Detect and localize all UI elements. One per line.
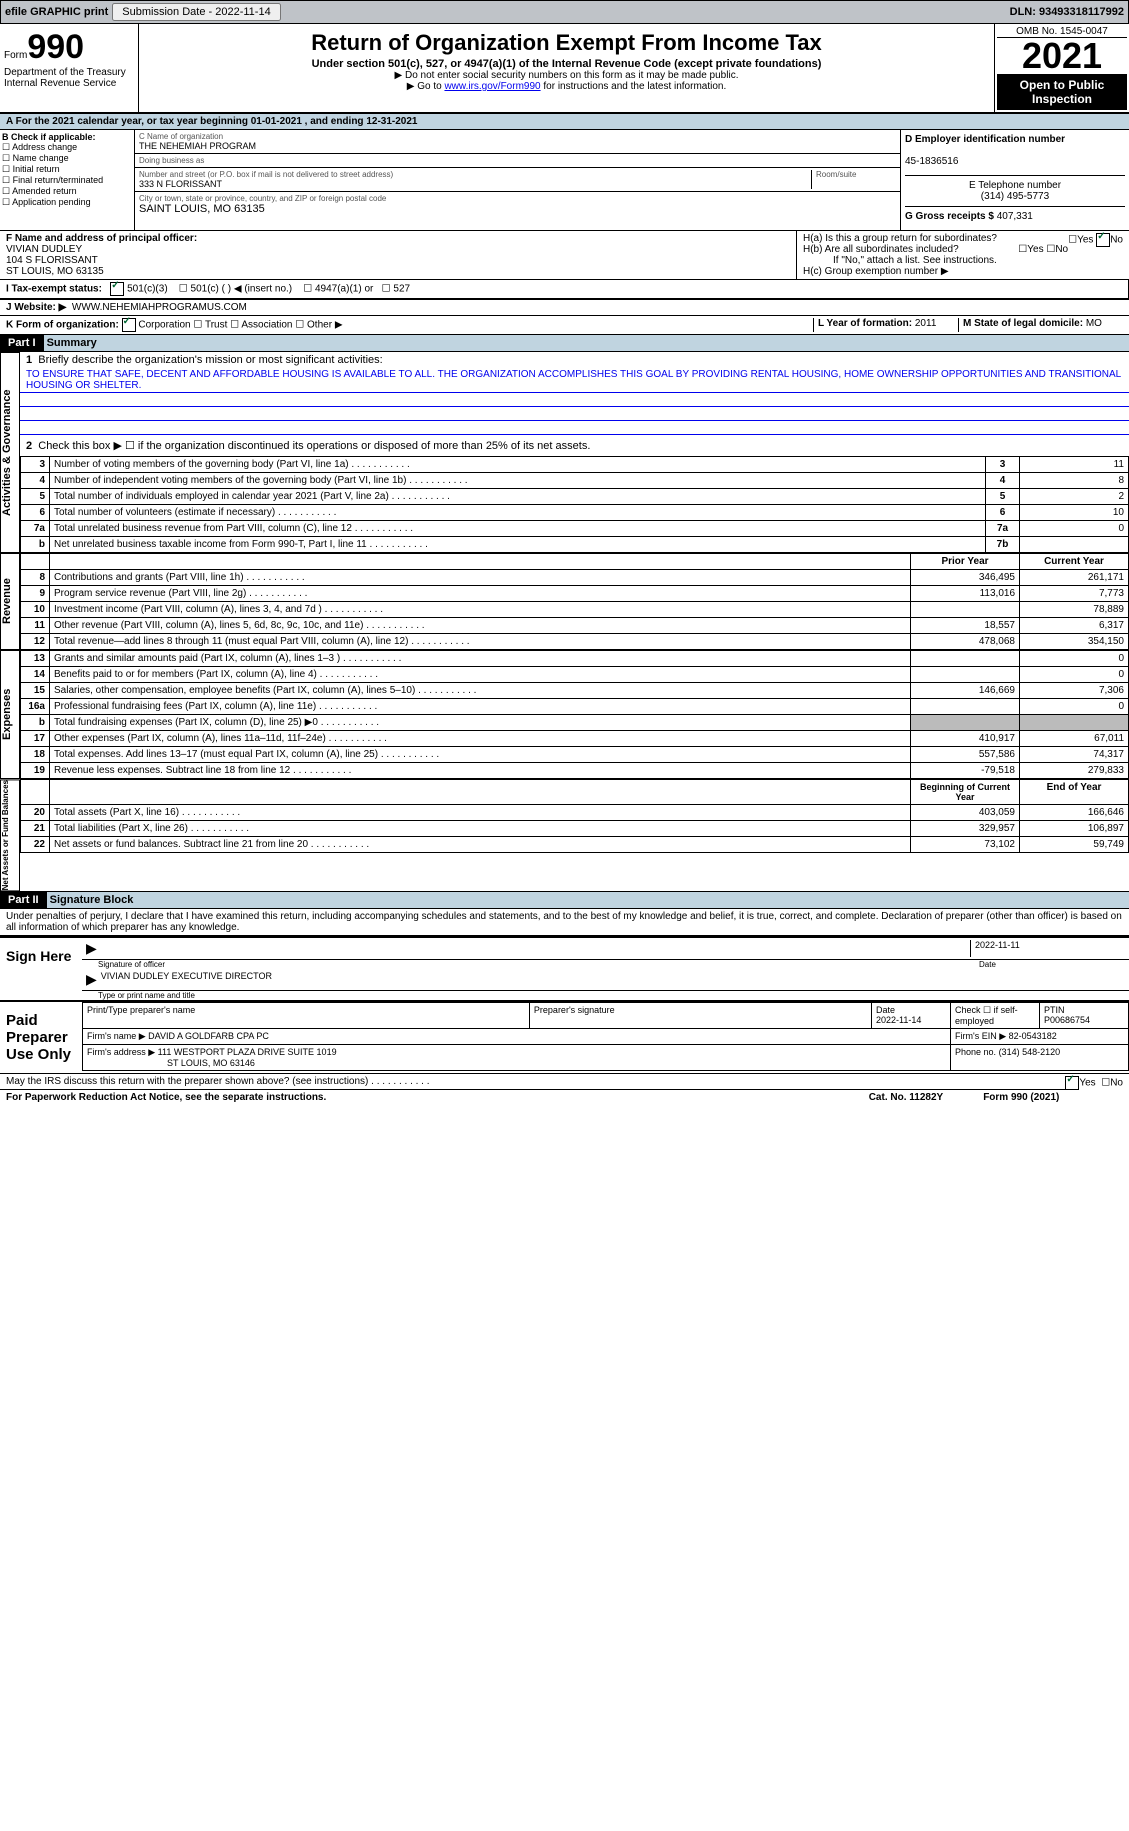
chk-name[interactable]: ☐ Name change: [2, 153, 132, 164]
e-label: E Telephone number: [969, 180, 1061, 191]
irs-link[interactable]: www.irs.gov/Form990: [444, 81, 540, 92]
s2-label: Check this box ▶ ☐ if the organization d…: [38, 440, 590, 452]
expenses-table: 13Grants and similar amounts paid (Part …: [20, 650, 1129, 779]
officer-sig-name: VIVIAN DUDLEY EXECUTIVE DIRECTOR: [101, 971, 272, 988]
row-i: I Tax-exempt status: 501(c)(3) ☐ 501(c) …: [0, 280, 1129, 298]
firm-name: DAVID A GOLDFARB CPA PC: [148, 1031, 269, 1041]
part1-hdr: Part I: [0, 335, 44, 351]
part1-title: Summary: [47, 337, 97, 349]
row-klm: K Form of organization: Corporation ☐ Tr…: [0, 315, 1129, 334]
revenue-table: Prior YearCurrent Year 8Contributions an…: [20, 553, 1129, 650]
side-governance: Activities & Governance: [0, 352, 20, 553]
part2-title: Signature Block: [50, 894, 134, 906]
f-label: F Name and address of principal officer:: [6, 233, 197, 244]
officer-name: VIVIAN DUDLEY: [6, 244, 82, 255]
chk-initial[interactable]: ☐ Initial return: [2, 164, 132, 175]
street: 333 N FLORISSANT: [139, 179, 811, 189]
note2: ▶ Go to www.irs.gov/Form990 for instruct…: [143, 81, 990, 92]
chk-address[interactable]: ☐ Address change: [2, 142, 132, 153]
irs: Internal Revenue Service: [4, 78, 134, 89]
governance-table: 3Number of voting members of the governi…: [20, 456, 1129, 553]
d-label: D Employer identification number: [905, 134, 1065, 145]
note1: ▶ Do not enter social security numbers o…: [143, 70, 990, 81]
paid-preparer: Paid Preparer Use Only Print/Type prepar…: [0, 1000, 1129, 1073]
row-a: A For the 2021 calendar year, or tax yea…: [0, 114, 1129, 130]
s1-label: Briefly describe the organization's miss…: [38, 354, 382, 366]
side-netassets: Net Assets or Fund Balances: [0, 779, 20, 891]
part2-hdr: Part II: [0, 892, 47, 908]
phone: (314) 495-5773: [981, 191, 1049, 202]
chk-pending[interactable]: ☐ Application pending: [2, 197, 132, 208]
form-header: Form990 Department of the Treasury Inter…: [0, 24, 1129, 114]
tax-year: 2021: [997, 38, 1127, 74]
gross-receipts: 407,331: [997, 211, 1033, 222]
form-title: Return of Organization Exempt From Incom…: [143, 30, 990, 56]
top-bar: efile GRAPHIC print Submission Date - 20…: [0, 0, 1129, 24]
subtitle: Under section 501(c), 527, or 4947(a)(1)…: [143, 58, 990, 70]
side-revenue: Revenue: [0, 553, 20, 650]
ein: 45-1836516: [905, 156, 958, 167]
side-expenses: Expenses: [0, 650, 20, 779]
dln: DLN: 93493318117992: [1010, 6, 1124, 18]
city: SAINT LOUIS, MO 63135: [139, 203, 896, 215]
page-footer: For Paperwork Reduction Act Notice, see …: [0, 1089, 1065, 1105]
website: WWW.NEHEMIAHPROGRAMUS.COM: [72, 302, 247, 313]
chk-amended[interactable]: ☐ Amended return: [2, 186, 132, 197]
sign-here: Sign Here ▶2022-11-11 Signature of offic…: [0, 936, 1129, 1000]
open-inspection: Open to Public Inspection: [997, 74, 1127, 110]
chk-final[interactable]: ☐ Final return/terminated: [2, 175, 132, 186]
discuss-row: May the IRS discuss this return with the…: [0, 1073, 1129, 1089]
h-a: H(a) Is this a group return for subordin…: [803, 233, 1123, 244]
efile-label: efile GRAPHIC print: [5, 6, 108, 18]
penalty-text: Under penalties of perjury, I declare th…: [0, 909, 1129, 936]
h-b-note: If "No," attach a list. See instructions…: [803, 255, 1123, 266]
chk-501c3[interactable]: [110, 282, 124, 296]
b-label: B Check if applicable:: [2, 132, 96, 142]
netassets-table: Beginning of Current YearEnd of Year 20T…: [20, 779, 1129, 853]
submission-button[interactable]: Submission Date - 2022-11-14: [112, 3, 280, 21]
h-c: H(c) Group exemption number ▶: [803, 266, 1123, 277]
row-j: J Website: ▶ WWW.NEHEMIAHPROGRAMUS.COM: [0, 299, 1129, 315]
dept: Department of the Treasury: [4, 67, 134, 78]
mission-text: TO ENSURE THAT SAFE, DECENT AND AFFORDAB…: [20, 368, 1129, 393]
section-bcdefg: B Check if applicable: ☐ Address change …: [0, 130, 1129, 231]
org-name: THE NEHEMIAH PROGRAM: [139, 141, 896, 151]
